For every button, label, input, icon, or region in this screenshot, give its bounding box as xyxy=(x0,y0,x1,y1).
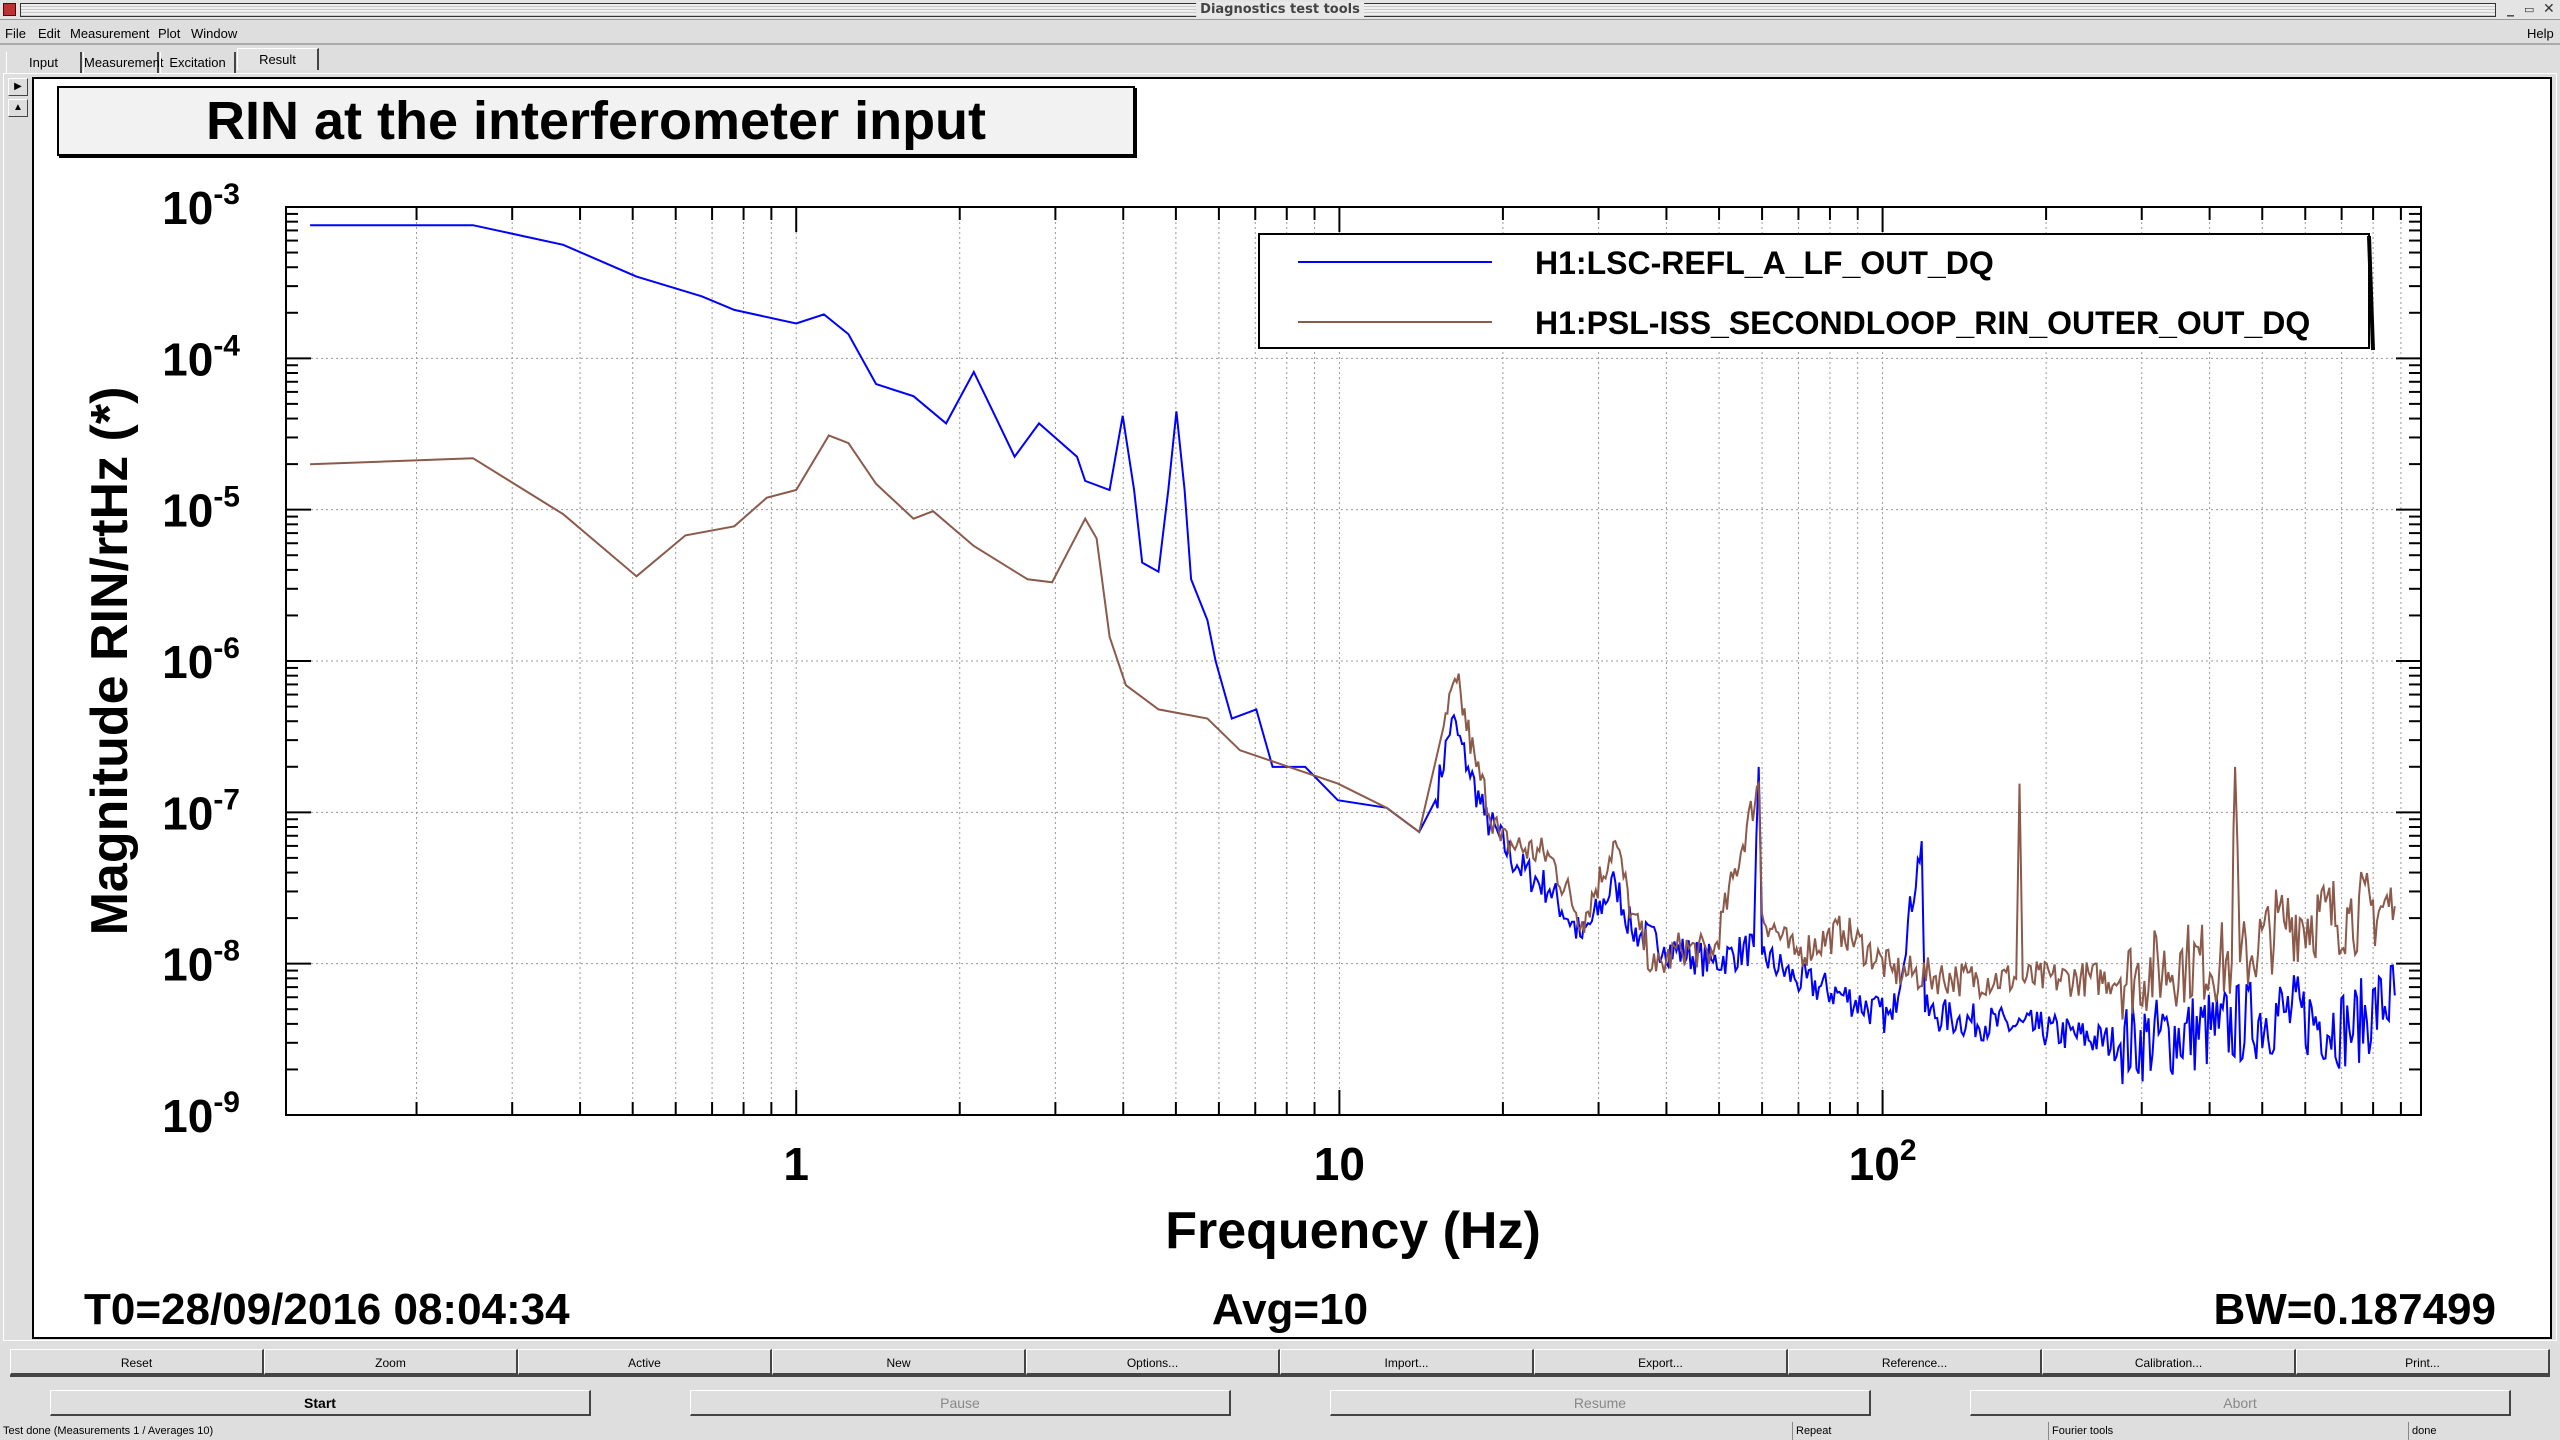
y-tick-label: 10-4 xyxy=(162,329,240,385)
x-axis-label: Frequency (Hz) xyxy=(1165,1202,1541,1260)
menu-file[interactable]: File xyxy=(5,26,26,41)
menu-measurement[interactable]: Measurement xyxy=(70,26,150,41)
window-titlebar[interactable]: Diagnostics test tools _ ▭ ✕ xyxy=(0,0,2560,20)
menu-edit[interactable]: Edit xyxy=(38,26,61,41)
expand-up-button[interactable]: ▲ xyxy=(8,99,28,117)
reset-button[interactable]: Reset xyxy=(10,1349,264,1375)
abort-button[interactable]: Abort xyxy=(1970,1390,2511,1416)
window-title: Diagnostics test tools xyxy=(1196,2,1364,17)
y-tick-label: 10-5 xyxy=(162,481,240,537)
legend-label: H1:PSL-ISS_SECONDLOOP_RIN_OUTER_OUT_DQ xyxy=(1535,305,2310,341)
series-line-iss xyxy=(310,434,2396,1020)
averages: Avg=10 xyxy=(1211,1285,1369,1334)
status-mode: Repeat xyxy=(1792,1422,2048,1440)
status-tool: Fourier tools xyxy=(2048,1422,2408,1440)
y-tick-label: 10-7 xyxy=(162,783,240,839)
y-tick-base: 10 xyxy=(162,1090,213,1142)
x-tick-label: 1 xyxy=(783,1138,809,1190)
legend-shadow xyxy=(2367,235,2375,351)
minimize-icon[interactable]: _ xyxy=(2507,1,2514,17)
active-button[interactable]: Active xyxy=(518,1349,772,1375)
reference-button[interactable]: Reference... xyxy=(1788,1349,2042,1375)
legend: H1:LSC-REFL_A_LF_OUT_DQ H1:PSL-ISS_SECOND… xyxy=(1258,233,2375,351)
y-tick-exponent: -7 xyxy=(213,783,240,816)
legend-label: H1:LSC-REFL_A_LF_OUT_DQ xyxy=(1535,245,1994,281)
status-state: done xyxy=(2408,1422,2560,1440)
y-tick-label: 10-3 xyxy=(162,178,240,234)
plot-toolbar: Reset Zoom Active New Options... Import.… xyxy=(10,1349,2550,1377)
import-button[interactable]: Import... xyxy=(1280,1349,1534,1375)
menu-plot[interactable]: Plot xyxy=(158,26,181,41)
new-button[interactable]: New xyxy=(772,1349,1026,1375)
menu-bar: File Edit Measurement Plot Window Help xyxy=(0,22,2560,45)
y-tick-base: 10 xyxy=(162,182,213,234)
series-line-refl xyxy=(310,224,2396,1085)
status-message: Test done (Measurements 1 / Averages 10) xyxy=(3,1425,214,1437)
y-tick-base: 10 xyxy=(162,636,213,688)
tab-measurement[interactable]: Measurement xyxy=(83,52,163,74)
y-tick-base: 10 xyxy=(162,333,213,385)
pause-button[interactable]: Pause xyxy=(690,1390,1231,1416)
plot-title: RIN at the interferometer input xyxy=(57,86,1135,156)
result-panel xyxy=(3,73,2557,1341)
close-icon[interactable]: ✕ xyxy=(2543,1,2555,17)
y-axis-label: Magnitude RIN/rtHz (*) xyxy=(81,387,139,936)
y-tick-exponent: -6 xyxy=(213,632,240,665)
y-tick-base: 10 xyxy=(162,787,213,839)
y-tick-base: 10 xyxy=(162,939,213,991)
tab-result[interactable]: Result xyxy=(237,48,319,70)
y-tick-exponent: -8 xyxy=(213,935,240,968)
bandwidth: BW=0.187499 xyxy=(2213,1285,2496,1334)
y-tick-label: 10-9 xyxy=(162,1086,240,1142)
x-tick-base: 1 xyxy=(783,1138,809,1190)
y-tick-exponent: -4 xyxy=(213,329,240,362)
y-tick-label: 10-8 xyxy=(162,935,240,991)
expand-right-button[interactable]: ▶ xyxy=(8,78,28,96)
x-tick-label: 10 xyxy=(1314,1138,1365,1190)
maximize-icon[interactable]: ▭ xyxy=(2524,3,2535,16)
y-tick-exponent: -5 xyxy=(213,481,240,514)
zoom-button[interactable]: Zoom xyxy=(264,1349,518,1375)
y-tick-base: 10 xyxy=(162,485,213,537)
start-button[interactable]: Start xyxy=(50,1390,591,1416)
x-tick-base: 10 xyxy=(1314,1138,1365,1190)
export-button[interactable]: Export... xyxy=(1534,1349,1788,1375)
app-icon[interactable] xyxy=(3,3,16,16)
options-button[interactable]: Options... xyxy=(1026,1349,1280,1375)
x-tick-label: 102 xyxy=(1849,1134,1917,1190)
start-time: T0=28/09/2016 08:04:34 xyxy=(84,1285,570,1334)
y-tick-exponent: -3 xyxy=(213,178,240,211)
tab-input[interactable]: Input xyxy=(6,52,82,74)
menu-help[interactable]: Help xyxy=(2527,26,2554,41)
y-tick-label: 10-6 xyxy=(162,632,240,688)
print-button[interactable]: Print... xyxy=(2296,1349,2550,1375)
x-tick-exponent: 2 xyxy=(1900,1134,1917,1167)
tab-excitation[interactable]: Excitation xyxy=(160,52,236,74)
x-tick-base: 10 xyxy=(1849,1138,1900,1190)
y-tick-exponent: -9 xyxy=(213,1086,240,1119)
resume-button[interactable]: Resume xyxy=(1330,1390,1871,1416)
legend-box xyxy=(1258,233,2370,349)
menu-window[interactable]: Window xyxy=(191,26,238,41)
calibration-button[interactable]: Calibration... xyxy=(2042,1349,2296,1375)
